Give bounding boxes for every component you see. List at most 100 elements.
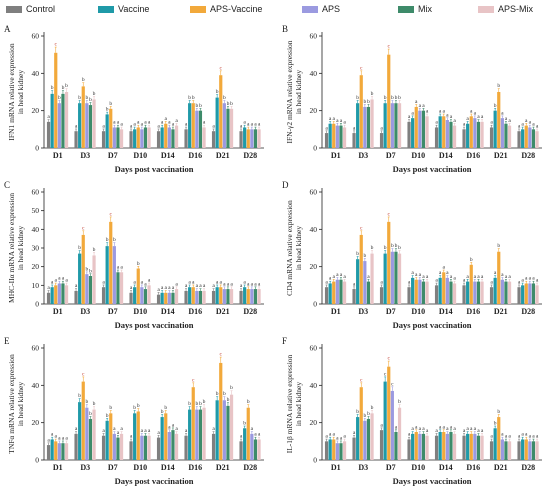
significance-label: b (363, 253, 366, 259)
y-axis-label-line: in head kidney (16, 70, 25, 114)
chart-panel: D CD4 mRNA relative expressionin head kid… (282, 180, 542, 330)
bar (140, 129, 144, 148)
significance-label: c (388, 211, 391, 217)
significance-label: a (168, 285, 171, 291)
significance-label: a (141, 122, 144, 128)
significance-label: a (58, 276, 61, 282)
bar (370, 99, 374, 148)
bar (195, 110, 199, 148)
significance-label: b (161, 409, 164, 415)
bar (383, 381, 387, 460)
bar (171, 129, 175, 148)
y-tick-label: 40 (32, 225, 40, 234)
significance-label: a (165, 285, 168, 291)
significance-label: b (85, 399, 88, 405)
significance-label: a (408, 432, 411, 438)
legend-swatch (398, 5, 414, 13)
bar (438, 432, 442, 460)
bar (473, 118, 477, 148)
bar (517, 441, 521, 460)
significance-label: a (102, 279, 105, 285)
significance-label: a (343, 120, 346, 126)
significance-label: a (161, 120, 164, 126)
bar (54, 52, 58, 148)
significance-label: b (367, 99, 370, 105)
bar (445, 277, 449, 304)
legend-label: Vaccine (118, 4, 150, 14)
significance-label: b (384, 95, 387, 101)
panel-letter: F (282, 336, 287, 346)
chart-panel: B IFN-γ2 mRNA relative expressionin head … (282, 24, 542, 174)
significance-label: a (415, 424, 418, 430)
x-axis-label: Days post vaccination (115, 320, 194, 330)
bar (425, 281, 429, 304)
bar (418, 433, 422, 460)
x-tick-label: D7 (386, 151, 396, 160)
bar (61, 443, 65, 460)
significance-label: a (188, 279, 191, 285)
significance-label: a (144, 120, 147, 126)
significance-label: a (439, 424, 442, 430)
x-tick-label: D21 (494, 151, 508, 160)
bar (250, 129, 254, 148)
significance-label: b (85, 266, 88, 272)
significance-label: a (144, 281, 147, 287)
y-tick-label: 40 (310, 225, 318, 234)
significance-label: a (481, 428, 484, 434)
bar (356, 417, 360, 460)
x-tick-label: D7 (108, 151, 118, 160)
significance-label: a (223, 281, 226, 287)
bar (184, 435, 188, 460)
significance-label: a (490, 434, 493, 440)
significance-label: b (363, 99, 366, 105)
significance-label: a (165, 116, 168, 122)
x-tick-label: D28 (521, 463, 535, 472)
significance-label: b (227, 397, 230, 403)
significance-label: a (466, 274, 469, 280)
bar (219, 75, 223, 148)
significance-label: a (117, 265, 120, 271)
significance-label: a (446, 270, 449, 276)
y-axis-label: CD4 mRNA relative expressionin head kidn… (285, 200, 303, 296)
bar (239, 441, 243, 460)
bar (74, 290, 78, 304)
bar (50, 439, 54, 460)
bar (219, 362, 223, 460)
significance-label: a (439, 270, 442, 276)
significance-label: a (148, 428, 151, 434)
bar (215, 400, 219, 460)
bar (222, 103, 226, 148)
bar (246, 129, 250, 148)
x-tick-label: D14 (161, 151, 175, 160)
bar (390, 103, 394, 148)
bar (528, 127, 532, 148)
x-tick-label: D3 (80, 463, 90, 472)
significance-label: b (78, 393, 81, 399)
bar (253, 129, 258, 148)
x-tick-label: D10 (133, 463, 147, 472)
significance-label: c (360, 225, 363, 231)
significance-label: a (75, 283, 78, 289)
significance-label: a (380, 422, 383, 428)
bar (109, 413, 113, 460)
bar (462, 435, 466, 460)
significance-label: b (356, 409, 359, 415)
significance-label: a (395, 424, 398, 430)
x-tick-label: D3 (80, 151, 90, 160)
significance-label: a (168, 424, 171, 430)
bar (101, 435, 106, 460)
bar (359, 387, 363, 460)
bar (88, 105, 93, 148)
legend-swatch (302, 5, 318, 13)
significance-label: a (175, 118, 178, 124)
significance-label: a (148, 278, 151, 284)
bar (339, 443, 343, 460)
significance-label: b (106, 413, 109, 419)
bar (535, 285, 539, 304)
bar (239, 290, 243, 304)
bar (524, 283, 528, 304)
significance-label: c (391, 381, 394, 387)
bar (171, 430, 175, 460)
bar (434, 285, 439, 304)
bar (394, 103, 398, 148)
